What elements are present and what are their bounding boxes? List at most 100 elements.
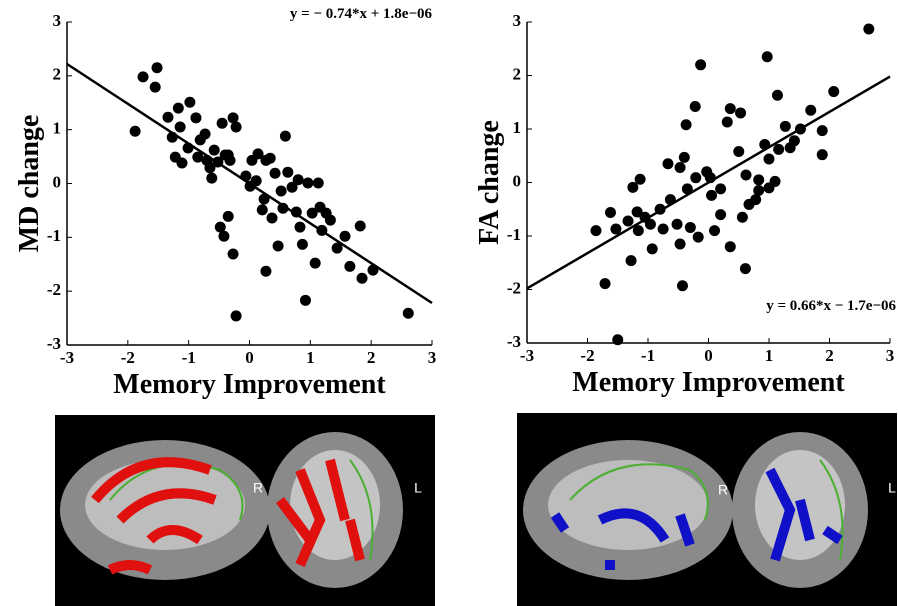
y-tick-label: -1 (47, 226, 61, 245)
point (647, 243, 658, 254)
point (675, 239, 686, 250)
point (681, 119, 692, 130)
point (722, 117, 733, 128)
point (626, 255, 637, 266)
x-tick-label: 2 (825, 346, 834, 365)
x-tick-label: 0 (245, 348, 254, 367)
point (817, 149, 828, 160)
point (218, 231, 229, 242)
hemisphere-label: R (253, 480, 263, 496)
point (590, 225, 601, 236)
x-tick-label: 2 (367, 348, 376, 367)
point (623, 216, 634, 227)
point (627, 182, 638, 193)
point (231, 310, 242, 321)
y-tick-label: -3 (507, 332, 521, 351)
point (662, 158, 673, 169)
point (231, 121, 242, 132)
point (357, 273, 368, 284)
figure: -3-2-10123-3-2-10123Memory ImprovementMD… (0, 0, 899, 606)
point (282, 167, 293, 178)
point (690, 101, 701, 112)
point (355, 221, 366, 232)
point (270, 168, 281, 179)
point (863, 23, 874, 34)
y-tick-label: -2 (47, 280, 61, 299)
point (772, 90, 783, 101)
brain-panel-md (55, 415, 435, 606)
point (228, 249, 239, 260)
point (190, 112, 201, 123)
x-tick-label: 1 (765, 346, 774, 365)
y-tick-label: 2 (513, 64, 522, 83)
point (300, 295, 311, 306)
x-tick-label: -1 (641, 346, 655, 365)
point (780, 121, 791, 132)
point (817, 125, 828, 136)
point (725, 103, 736, 114)
point (773, 144, 784, 155)
fit-line (67, 64, 432, 303)
point (715, 183, 726, 194)
point (672, 219, 683, 230)
point (733, 146, 744, 157)
point (770, 176, 781, 187)
point (257, 204, 268, 215)
point (150, 82, 161, 93)
hemisphere-label: R (718, 482, 728, 498)
point (325, 215, 336, 226)
fit-equation: y = − 0.74*x + 1.8e−06 (290, 6, 433, 22)
x-axis-label: Memory Improvement (572, 367, 845, 398)
y-tick-label: -3 (47, 334, 61, 353)
point (276, 186, 287, 197)
x-tick-label: 3 (886, 346, 895, 365)
point (138, 71, 149, 82)
point (302, 177, 313, 188)
point (753, 174, 764, 185)
point (162, 112, 173, 123)
y-tick-label: -1 (507, 225, 521, 244)
point (206, 173, 217, 184)
point (217, 118, 228, 129)
x-tick-label: 3 (428, 348, 437, 367)
point (173, 103, 184, 114)
y-tick-label: 2 (53, 65, 62, 84)
x-tick-label: -1 (182, 348, 196, 367)
point (200, 128, 211, 139)
point (600, 278, 611, 289)
point (605, 207, 616, 218)
point (313, 177, 324, 188)
x-tick-label: -3 (60, 348, 74, 367)
brain-panel-fa (517, 413, 897, 606)
point (740, 263, 751, 274)
point (175, 121, 186, 132)
point (690, 172, 701, 183)
point (403, 308, 414, 319)
point (785, 142, 796, 153)
hemisphere-label: L (888, 480, 896, 496)
point (176, 158, 187, 169)
point (265, 153, 276, 164)
point (695, 59, 706, 70)
point (260, 266, 271, 277)
point (706, 190, 717, 201)
point (223, 211, 234, 222)
point (805, 105, 816, 116)
point (340, 231, 351, 242)
y-tick-label: 0 (53, 172, 62, 191)
point (267, 212, 278, 223)
x-tick-label: -3 (520, 346, 534, 365)
hemisphere-label: L (414, 480, 422, 496)
y-tick-label: -2 (507, 278, 521, 297)
point (735, 107, 746, 118)
y-axis-label: MD change (14, 115, 45, 253)
fit-line (527, 77, 890, 289)
point (741, 170, 752, 181)
point (130, 126, 141, 137)
point (753, 185, 764, 196)
point (280, 131, 291, 142)
point (685, 222, 696, 233)
point (344, 261, 355, 272)
point (828, 86, 839, 97)
x-tick-label: 0 (704, 346, 713, 365)
